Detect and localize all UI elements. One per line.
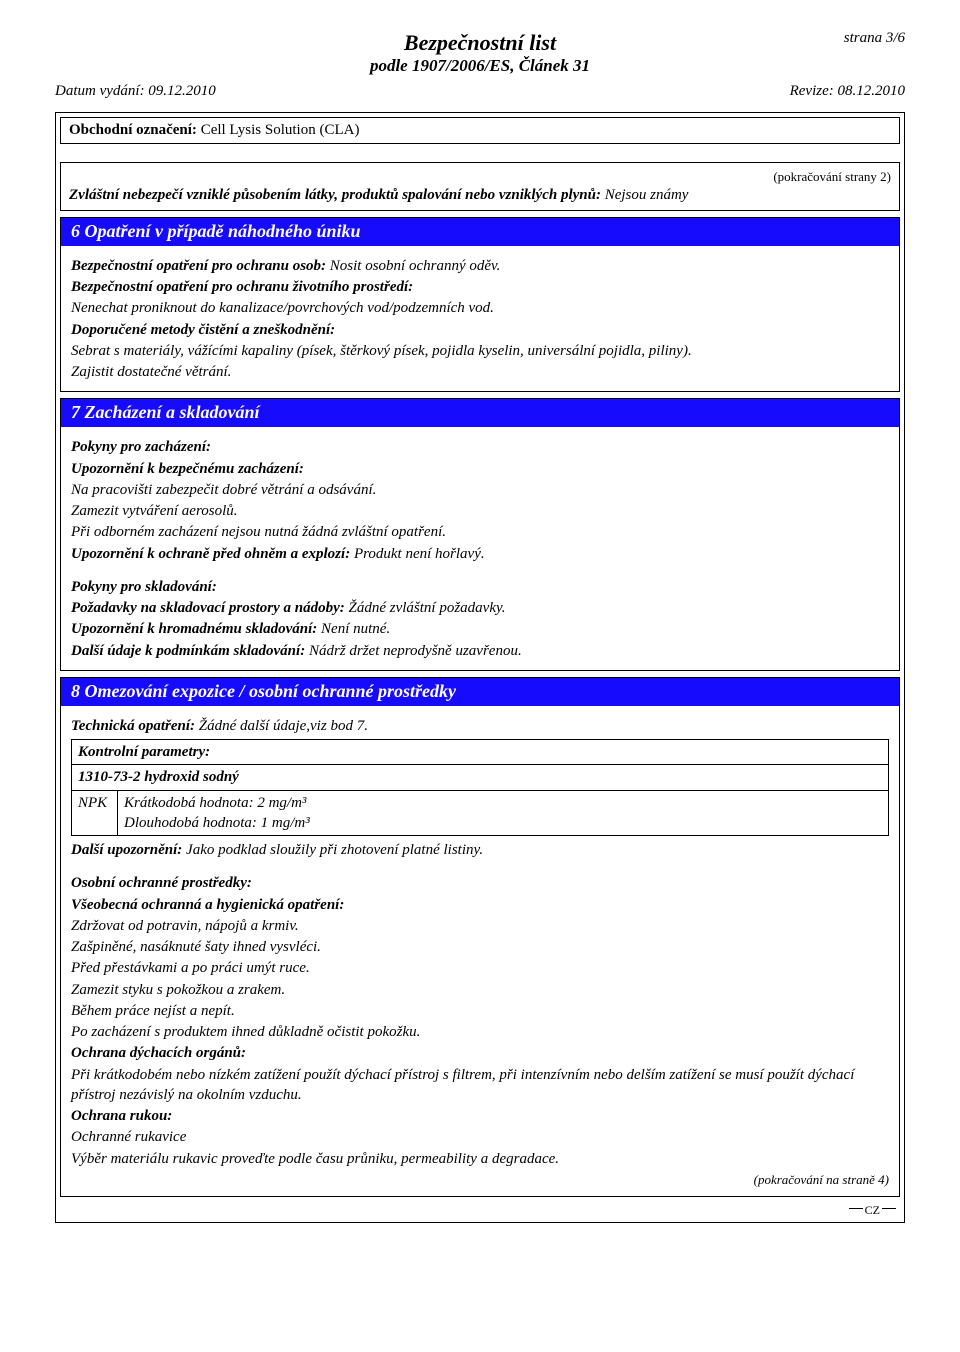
page-header: strana 3/6 Bezpečnostní list podle 1907/…: [55, 30, 905, 100]
s8-g2-2-t: Zdržovat od potravin, nápojů a krmiv.: [71, 918, 299, 934]
section-7: 7 Zacházení a skladování Pokyny pro zach…: [60, 398, 900, 671]
s6-l0-b: Bezpečnostní opatření pro ochranu osob:: [71, 258, 326, 274]
section-8: 8 Omezování expozice / osobní ochranné p…: [60, 677, 900, 1198]
s6-l4-t: Sebrat s materiály, vážícími kapaliny (p…: [71, 343, 692, 359]
s7-g1-5-b: Upozornění k ochraně před ohněm a exploz…: [71, 546, 350, 562]
header-meta-row: Datum vydání: 09.12.2010 Revize: 08.12.2…: [55, 83, 905, 100]
section-8-header: 8 Omezování expozice / osobní ochranné p…: [61, 678, 899, 706]
product-line: Obchodní označení: Cell Lysis Solution (…: [60, 117, 900, 144]
continuation-box: (pokračování strany 2) Zvláštní nebezpeč…: [60, 162, 900, 211]
section-8-body: Technická opatření: Žádné další údaje,vi…: [61, 706, 899, 1197]
s7-g2-1-b: Požadavky na skladovací prostory a nádob…: [71, 600, 345, 616]
footer-cz: CZ: [865, 1203, 880, 1217]
content-frame: Obchodní označení: Cell Lysis Solution (…: [55, 112, 905, 1224]
s6-l2-t: Nenechat proniknout do kanalizace/povrch…: [71, 300, 494, 316]
s6-l1-b: Bezpečnostní opatření pro ochranu životn…: [71, 279, 413, 295]
continuation-from: (pokračování strany 2): [69, 169, 891, 185]
s8-after-t: Jako podklad sloužily při zhotovení plat…: [182, 842, 483, 858]
issue-date: Datum vydání: 09.12.2010: [55, 83, 216, 100]
header-title-block: Bezpečnostní list podle 1907/2006/ES, Čl…: [55, 30, 905, 77]
s8-g2-1-b: Všeobecná ochranná a hygienická opatření…: [71, 897, 344, 913]
hazard-value: Nejsou známy: [605, 187, 689, 203]
s7-g1-3-t: Zamezit vytváření aerosolů.: [71, 503, 238, 519]
s8-g2-10-b: Ochrana rukou:: [71, 1108, 172, 1124]
s8-g2-7-t: Po zacházení s produktem ihned důkladně …: [71, 1024, 420, 1040]
product-label: Obchodní označení:: [69, 122, 197, 138]
doc-title: Bezpečnostní list: [55, 30, 905, 56]
s8-g2-9-t: Při krátkodobém nebo nízkém zatížení pou…: [71, 1067, 854, 1103]
s8-g2-0-b: Osobní ochranné prostředky:: [71, 875, 252, 891]
s7-g1-2-t: Na pracovišti zabezpečit dobré větrání a…: [71, 482, 376, 498]
section-7-body: Pokyny pro zacházení: Upozornění k bezpe…: [61, 427, 899, 670]
npk-values: Krátkodobá hodnota: 2 mg/m³ Dlouhodobá h…: [118, 790, 889, 836]
npk-long: Dlouhodobá hodnota: 1 mg/m³: [124, 813, 882, 833]
s7-g2-2-b: Upozornění k hromadnému skladování:: [71, 621, 317, 637]
page-number: strana 3/6: [844, 30, 905, 47]
s8-tech-b: Technická opatření:: [71, 718, 195, 734]
revision-date: Revize: 08.12.2010: [790, 83, 905, 100]
hazard-line: Zvláštní nebezpečí vzniklé působením lát…: [69, 187, 891, 204]
section-6-header: 6 Opatření v případě náhodného úniku: [61, 218, 899, 246]
section-7-header: 7 Zacházení a skladování: [61, 399, 899, 427]
s8-g2-12-t: Výběr materiálu rukavic proveďte podle č…: [71, 1151, 559, 1167]
s7-g2-1-t: Žádné zvláštní požadavky.: [345, 600, 506, 616]
footer-mark: CZ: [60, 1203, 900, 1218]
s7-g1-4-t: Při odborném zacházení nejsou nutná žádn…: [71, 524, 446, 540]
s7-g2-3-t: Nádrž držet neprodyšně uzavřenou.: [305, 643, 522, 659]
s7-g1-0-b: Pokyny pro zacházení:: [71, 439, 211, 455]
s7-g2-0-b: Pokyny pro skladování:: [71, 579, 217, 595]
hazard-label: Zvláštní nebezpečí vzniklé působením lát…: [69, 187, 601, 203]
product-name: Cell Lysis Solution (CLA): [201, 122, 360, 138]
section-6-body: Bezpečnostní opatření pro ochranu osob: …: [61, 246, 899, 392]
npk-table: Kontrolní parametry: 1310-73-2 hydroxid …: [71, 739, 889, 836]
s6-l5-t: Zajistit dostatečné větrání.: [71, 364, 231, 380]
s6-l0-t: Nosit osobní ochranný oděv.: [326, 258, 500, 274]
s7-g1-5-t: Produkt není hořlavý.: [350, 546, 484, 562]
npk-cas: 1310-73-2 hydroxid sodný: [72, 765, 889, 790]
s8-g2-5-t: Zamezit styku s pokožkou a zrakem.: [71, 982, 285, 998]
npk-header: Kontrolní parametry:: [72, 740, 889, 765]
npk-short: Krátkodobá hodnota: 2 mg/m³: [124, 793, 882, 813]
doc-subtitle: podle 1907/2006/ES, Článek 31: [55, 56, 905, 76]
s7-g2-2-t: Není nutné.: [317, 621, 390, 637]
s8-after-b: Další upozornění:: [71, 842, 182, 858]
s6-l3-b: Doporučené metody čistění a zneškodnění:: [71, 322, 335, 338]
s8-tech-t: Žádné další údaje,viz bod 7.: [195, 718, 368, 734]
s8-g2-8-b: Ochrana dýchacích orgánů:: [71, 1045, 246, 1061]
npk-col1: NPK: [72, 790, 118, 836]
s8-g2-6-t: Během práce nejíst a nepít.: [71, 1003, 235, 1019]
s8-g2-3-t: Zašpiněné, nasáknuté šaty ihned vysvléci…: [71, 939, 321, 955]
s7-g2-3-b: Další údaje k podmínkám skladování:: [71, 643, 305, 659]
s8-g2-11-t: Ochranné rukavice: [71, 1129, 186, 1145]
s7-g1-1-b: Upozornění k bezpečnému zacházení:: [71, 461, 304, 477]
s8-g2-4-t: Před přestávkami a po práci umýt ruce.: [71, 960, 310, 976]
section-6: 6 Opatření v případě náhodného úniku Bez…: [60, 217, 900, 393]
continuation-to: (pokračování na straně 4): [71, 1171, 889, 1189]
